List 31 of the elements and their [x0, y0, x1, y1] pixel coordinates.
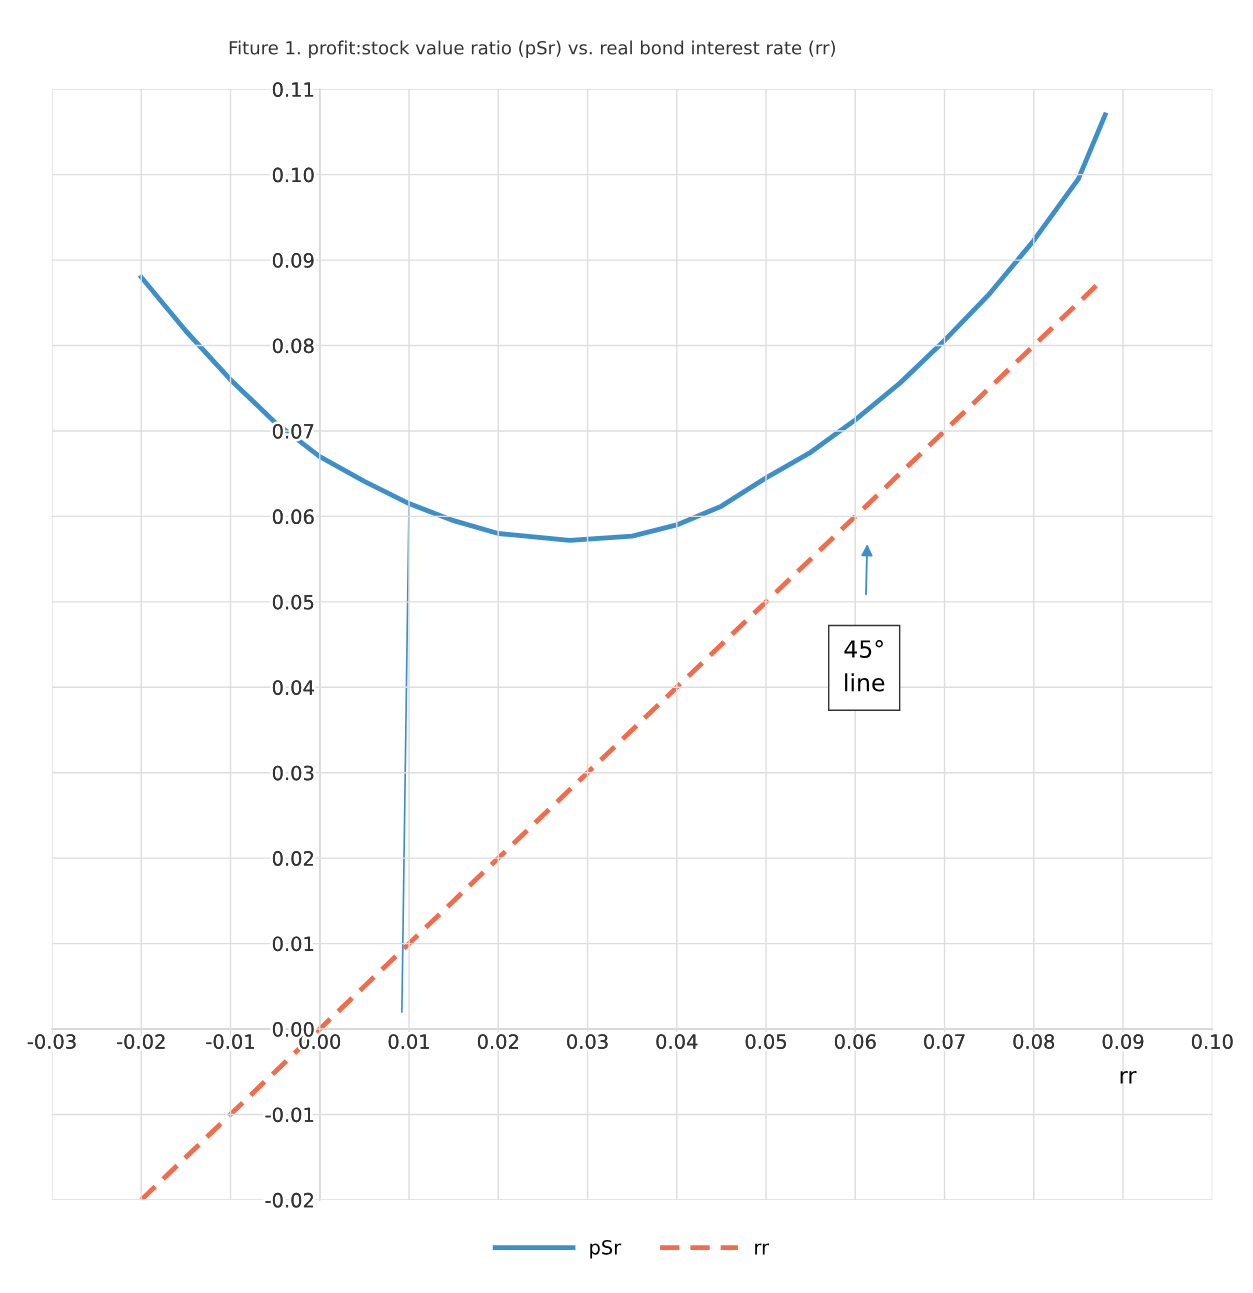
y-tick-label: 0.08 — [272, 338, 314, 354]
x-axis-title: rr — [1120, 1071, 1137, 1084]
chart-title: Fiture 1. profit:stock value ratio (pSr) vs. real bond interest rate (rr) — [229, 40, 835, 59]
x-tick-label: -0.03 — [27, 1034, 76, 1049]
y-tick-label: 0.09 — [272, 253, 314, 268]
legend-label: rr — [755, 1243, 770, 1255]
x-tick-label: -0.01 — [206, 1034, 254, 1049]
legend-label: pSr — [590, 1239, 622, 1259]
annotation: 45° line — [844, 640, 885, 692]
x-tick-label: 0.03 — [567, 1034, 608, 1049]
y-tick-label: 0.05 — [272, 594, 314, 610]
x-tick-label: 0.01 — [388, 1034, 429, 1049]
x-tick-label: 0.08 — [1013, 1034, 1055, 1049]
x-tick-label: -0.02 — [117, 1034, 165, 1049]
y-tick-label: 0.06 — [272, 509, 314, 525]
y-tick-label: 0.02 — [272, 851, 313, 866]
x-tick-label: 0.02 — [477, 1034, 518, 1049]
y-tick-label: 0.07 — [272, 423, 314, 439]
x-tick-label: 0.09 — [1102, 1034, 1144, 1049]
y-tick-label: 0.11 — [272, 82, 314, 97]
y-tick-label: -0.01 — [265, 1107, 314, 1123]
y-tick-label: 0.10 — [272, 167, 314, 183]
x-tick-label: 0.07 — [924, 1034, 965, 1049]
x-tick-label: 0.05 — [745, 1034, 786, 1049]
x-tick-label: 0.06 — [834, 1034, 876, 1049]
y-tick-label: 0.04 — [272, 680, 314, 695]
y-tick-label: 0.01 — [272, 936, 314, 952]
x-tick-label: 0.04 — [656, 1034, 698, 1049]
y-tick-label: -0.02 — [265, 1192, 313, 1208]
y-tick-label: 0.03 — [272, 765, 314, 781]
x-tick-label: 0.10 — [1191, 1034, 1233, 1049]
